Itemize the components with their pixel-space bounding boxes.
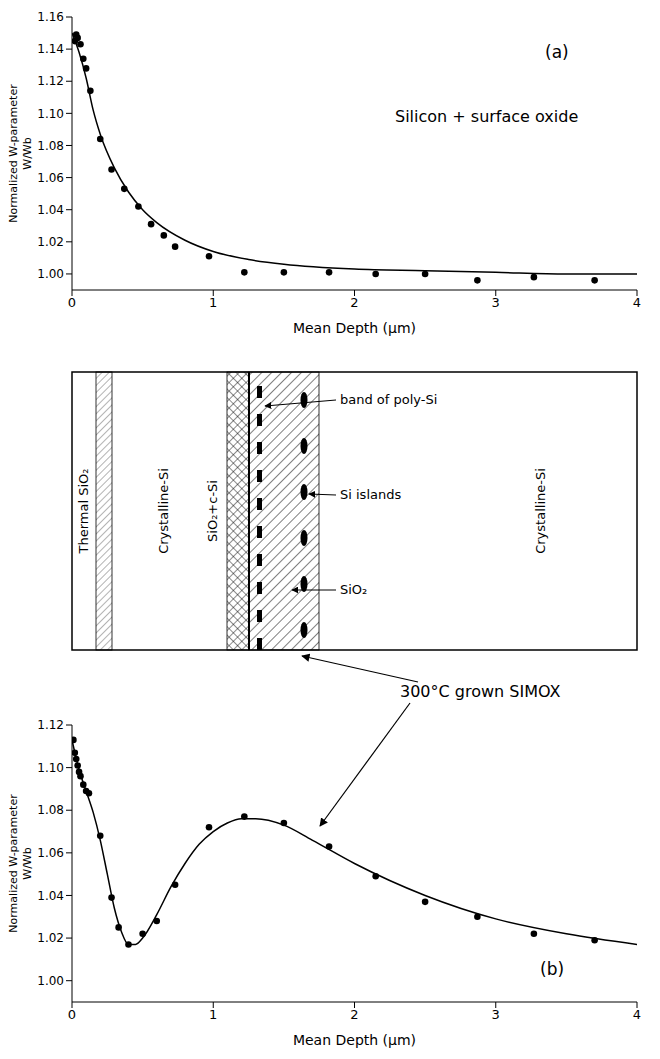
- svg-text:Normalized W-parameter: Normalized W-parameter: [7, 794, 20, 933]
- svg-text:Silicon + surface oxide: Silicon + surface oxide: [395, 107, 578, 126]
- svg-text:1.00: 1.00: [37, 974, 64, 988]
- svg-text:band of poly-Si: band of poly-Si: [340, 392, 437, 407]
- svg-text:1.10: 1.10: [37, 107, 64, 121]
- svg-text:Normalized W-parameter: Normalized W-parameter: [7, 84, 20, 223]
- svg-text:Mean Depth (μm): Mean Depth (μm): [293, 320, 416, 336]
- svg-text:Si islands: Si islands: [340, 487, 401, 502]
- svg-text:W/Wb: W/Wb: [21, 137, 34, 169]
- svg-text:SiO₂: SiO₂: [340, 582, 367, 597]
- svg-text:4: 4: [633, 295, 641, 310]
- svg-text:0: 0: [68, 1007, 76, 1022]
- svg-text:(b): (b): [540, 959, 564, 979]
- svg-text:(a): (a): [545, 42, 569, 62]
- svg-text:Crystalline-Si: Crystalline-Si: [156, 468, 171, 554]
- svg-text:1.14: 1.14: [37, 42, 64, 56]
- svg-text:SiO₂+c-Si: SiO₂+c-Si: [205, 480, 220, 542]
- svg-text:W/Wb: W/Wb: [21, 847, 34, 879]
- svg-text:3: 3: [492, 1007, 500, 1022]
- svg-text:1.12: 1.12: [37, 74, 64, 88]
- svg-text:1.08: 1.08: [37, 139, 64, 153]
- svg-text:3: 3: [492, 295, 500, 310]
- svg-text:300°C grown SIMOX: 300°C grown SIMOX: [400, 682, 561, 701]
- svg-text:1.12: 1.12: [37, 718, 64, 732]
- svg-text:2: 2: [350, 1007, 358, 1022]
- svg-text:1.06: 1.06: [37, 846, 64, 860]
- svg-text:1.02: 1.02: [37, 235, 64, 249]
- svg-text:1.00: 1.00: [37, 267, 64, 281]
- svg-text:1.08: 1.08: [37, 803, 64, 817]
- svg-text:4: 4: [633, 1007, 641, 1022]
- svg-text:1.04: 1.04: [37, 203, 64, 217]
- svg-text:Crystalline-Si: Crystalline-Si: [533, 468, 548, 554]
- svg-text:1.16: 1.16: [37, 10, 64, 24]
- svg-text:1.06: 1.06: [37, 171, 64, 185]
- svg-text:1.04: 1.04: [37, 889, 64, 903]
- svg-text:1: 1: [209, 295, 217, 310]
- svg-text:Mean Depth (μm): Mean Depth (μm): [293, 1032, 416, 1048]
- svg-text:1: 1: [209, 1007, 217, 1022]
- svg-text:0: 0: [68, 295, 76, 310]
- svg-text:1.10: 1.10: [37, 761, 64, 775]
- svg-text:1.02: 1.02: [37, 931, 64, 945]
- svg-text:Thermal SiO₂: Thermal SiO₂: [76, 469, 91, 555]
- svg-text:2: 2: [350, 295, 358, 310]
